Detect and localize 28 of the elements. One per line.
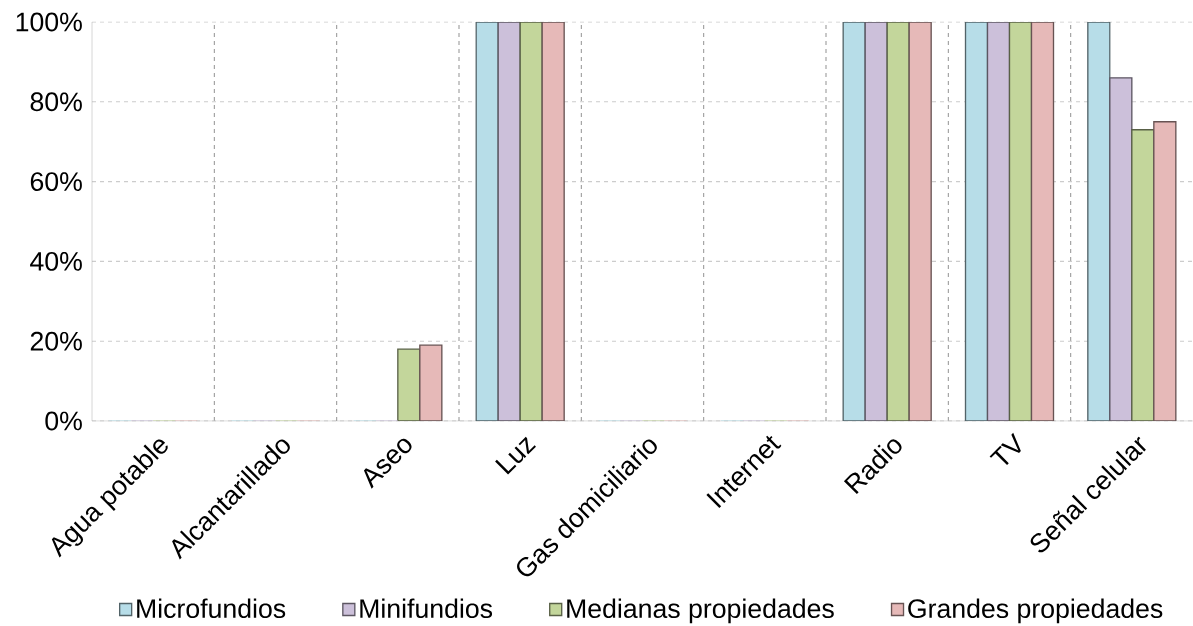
bar	[1109, 77, 1133, 421]
bar	[886, 22, 910, 421]
y-tick-label: 40%	[30, 251, 82, 271]
x-tick-label: TV	[989, 432, 1021, 465]
legend-label: Minifundios	[360, 598, 493, 619]
bar	[1087, 22, 1111, 421]
bar	[1008, 22, 1033, 421]
legend-label: Medianas propiedades	[567, 598, 834, 624]
bar	[541, 22, 565, 421]
y-tick-label: 20%	[30, 331, 82, 351]
bar	[475, 22, 499, 421]
bar	[1030, 22, 1055, 421]
bar	[1131, 129, 1155, 421]
bar	[986, 22, 1011, 421]
bar	[964, 22, 989, 421]
x-tick-label: Luz	[495, 436, 536, 475]
y-tick-label: 100%	[16, 12, 82, 32]
y-tick-label: 80%	[30, 92, 82, 112]
bar	[842, 22, 866, 421]
legend-label: Grandes propiedades	[908, 598, 1163, 624]
bar	[908, 22, 932, 421]
bar	[519, 22, 543, 421]
bar	[1153, 121, 1177, 421]
y-tick-label: 0%	[45, 411, 82, 431]
legend-label: Microfundios	[137, 598, 286, 619]
y-tick-label: 60%	[30, 172, 82, 192]
bar	[497, 22, 521, 421]
bar	[864, 22, 888, 421]
